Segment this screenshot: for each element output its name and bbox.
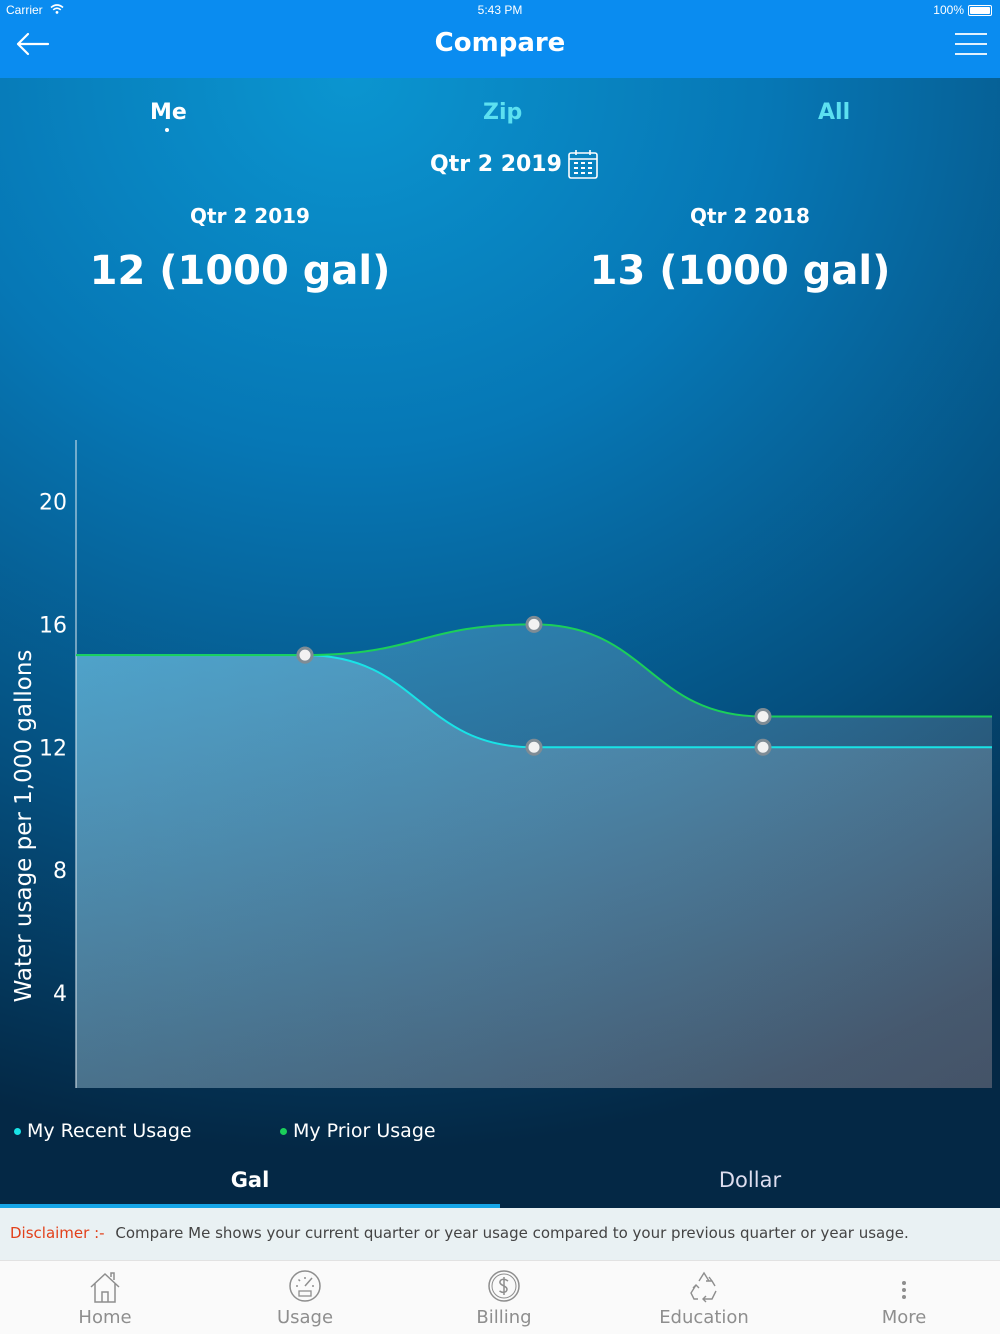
more-vertical-icon (902, 1281, 906, 1299)
segment-zip[interactable]: Zip (483, 100, 523, 125)
y-tick-label: 12 (39, 736, 67, 761)
selected-tab-indicator (0, 1204, 500, 1208)
navigation-bar: Carrier 5:43 PM 100% Compare (0, 0, 1000, 78)
tabbar-label-billing: Billing (476, 1307, 532, 1328)
tabbar-item-education[interactable]: Education (604, 1261, 804, 1334)
disclaimer-text: Compare Me shows your current quarter or… (115, 1224, 909, 1242)
period-selector-label[interactable]: Qtr 2 2019 (430, 152, 562, 177)
carrier-label: Carrier (6, 3, 43, 17)
series-area-recent (76, 655, 992, 1088)
y-tick-label: 20 (39, 490, 67, 515)
bottom-tab-bar: Home Usage Billing Education More (0, 1260, 1000, 1334)
legend-recent-usage: My Recent Usage (14, 1120, 192, 1142)
wifi-icon (50, 4, 64, 14)
tab-gal[interactable]: Gal (230, 1168, 270, 1192)
data-point-recent[interactable] (525, 738, 543, 756)
dollar-coin-icon (488, 1270, 520, 1302)
y-axis-title: Water usage per 1,000 gallons (11, 650, 37, 1003)
clock: 5:43 PM (477, 3, 523, 17)
compare-panel: Me Zip All Qtr 2 2019 Qtr 2 2019 Qtr 2 2… (0, 78, 1000, 1208)
data-point-prior[interactable] (296, 646, 314, 664)
recycle-icon (690, 1271, 717, 1303)
back-arrow-icon[interactable] (14, 30, 54, 60)
battery-percentage: 100% (933, 3, 964, 17)
tabbar-label-education: Education (659, 1307, 749, 1328)
battery-icon (968, 5, 992, 16)
page-title: Compare (434, 28, 566, 58)
disclaimer-banner: Disclaimer :- Compare Me shows your curr… (0, 1208, 1000, 1260)
data-point-prior[interactable] (754, 708, 772, 726)
legend-recent-label: My Recent Usage (27, 1120, 192, 1142)
selected-segment-indicator (165, 128, 169, 132)
data-point-prior[interactable] (525, 615, 543, 633)
legend-prior-swatch (280, 1128, 287, 1135)
prior-usage-value: 13 (1000 gal) (589, 248, 891, 294)
tabbar-label-more: More (881, 1307, 927, 1328)
y-tick-label: 8 (53, 859, 67, 884)
segment-all[interactable]: All (818, 100, 851, 125)
tabbar-label-home: Home (78, 1307, 132, 1328)
hamburger-menu-icon[interactable] (954, 32, 988, 58)
tabbar-item-billing[interactable]: Billing (404, 1261, 604, 1334)
legend-prior-usage: My Prior Usage (280, 1120, 436, 1142)
home-icon (90, 1272, 120, 1303)
calendar-icon[interactable] (567, 148, 599, 180)
disclaimer-label: Disclaimer :- (10, 1224, 105, 1242)
prior-quarter-label: Qtr 2 2018 (690, 204, 810, 228)
tabbar-item-usage[interactable]: Usage (205, 1261, 405, 1334)
legend-recent-swatch (14, 1128, 21, 1135)
data-point-recent[interactable] (754, 738, 772, 756)
tabbar-item-home[interactable]: Home (5, 1261, 205, 1334)
current-usage-value: 12 (1000 gal) (89, 248, 391, 294)
y-tick-label: 4 (53, 982, 67, 1007)
legend-prior-label: My Prior Usage (293, 1120, 436, 1142)
tabbar-item-more[interactable]: More (804, 1261, 1000, 1334)
segment-me[interactable]: Me (150, 100, 187, 125)
y-tick-label: 16 (39, 613, 67, 638)
tab-dollar[interactable]: Dollar (718, 1168, 782, 1192)
gauge-icon (289, 1270, 321, 1302)
tabbar-label-usage: Usage (276, 1307, 334, 1328)
current-quarter-label: Qtr 2 2019 (190, 204, 310, 228)
